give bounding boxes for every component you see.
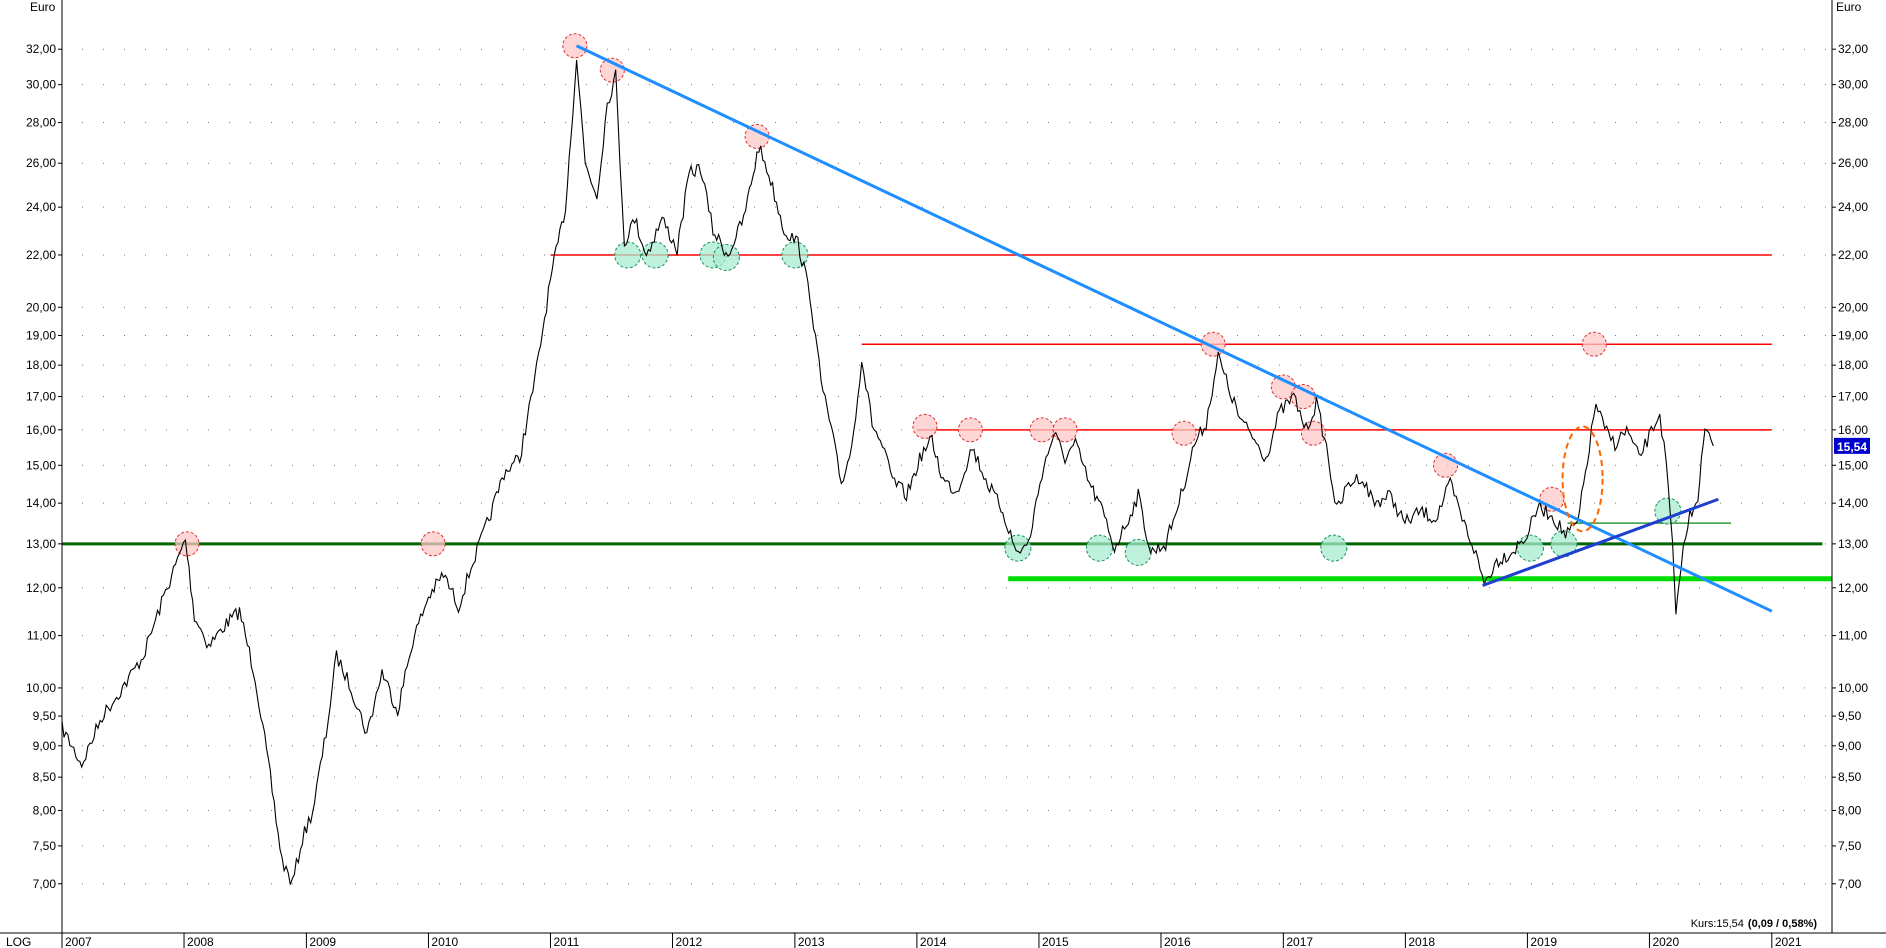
y-tick-label-right-11: 15,00 [1838,458,1868,472]
y-tick-label-left-11: 15,00 [26,458,56,472]
x-tick-label-1: 2008 [187,935,214,948]
y-tick-label-left-21: 7,50 [33,839,57,853]
x-tick-label-11: 2018 [1408,935,1435,948]
highlight-ellipse [1561,425,1604,533]
x-tick-label-14: 2021 [1775,935,1802,948]
trend-lines [575,44,1773,613]
footer-quote: Kurs:15,54 (0,09 / 0,58%) [1691,918,1818,930]
x-tick-label-5: 2012 [676,935,703,948]
y-tick-label-left-4: 24,00 [26,200,56,214]
support-marker-6 [1085,534,1113,562]
y-tick-label-left-16: 10,00 [26,681,56,695]
y-tick-label-left-14: 12,00 [26,581,56,595]
support-marker-5 [1004,534,1032,562]
last-price-tag: 15,54 [1834,437,1870,454]
support-marker-1 [641,241,669,269]
x-tick-label-2: 2009 [309,935,336,948]
y-unit-left: Euro [30,0,56,14]
y-tick-label-left-3: 26,00 [26,156,56,170]
y-tick-labels: 32,00 32,00 30,00 30,00 28,00 28,00 26,00 26,00… [26,42,1868,891]
x-tick-label-10: 2017 [1286,935,1313,948]
y-tick-label-right-17: 9,50 [1838,709,1862,723]
y-unit-right: Euro [1836,0,1862,14]
y-tick-label-right-6: 20,00 [1838,300,1868,314]
y-tick-label-right-2: 28,00 [1838,116,1868,130]
x-tick-label-4: 2011 [553,935,579,948]
support-marker-3 [712,243,740,271]
y-tick-label-right-19: 8,50 [1838,770,1862,784]
y-tick-label-left-1: 30,00 [26,78,56,92]
x-tick-labels: 2007 2008 2009 2010 2011 2012 2013 2014 2015 2016… [61,933,1802,948]
y-tick-label-left-8: 18,00 [26,358,56,372]
support-marker-11 [1654,497,1682,525]
resistance-marker-1 [420,531,446,557]
y-tick-label-right-13: 13,00 [1838,537,1868,551]
x-tick-label-9: 2016 [1164,935,1191,948]
price-line [61,60,1714,885]
y-tick-label-right-1: 30,00 [1838,78,1868,92]
resistance-marker-8 [1052,417,1078,443]
y-tick-label-left-13: 13,00 [26,537,56,551]
y-tick-label-right-18: 9,00 [1838,739,1862,753]
y-tick-label-left-18: 9,00 [33,739,57,753]
y-tick-label-right-22: 7,00 [1838,877,1862,891]
resistance-marker-16 [1581,331,1607,357]
y-tick-label-left-22: 7,00 [33,877,57,891]
y-tick-label-left-2: 28,00 [26,116,56,130]
price-series [61,60,1714,885]
y-tick-label-left-20: 8,00 [33,803,57,817]
y-tick-label-right-21: 7,50 [1838,839,1862,853]
highlight-ellipse-shape [1561,425,1604,533]
y-tick-label-right-20: 8,00 [1838,803,1862,817]
resistance-marker-6 [957,417,983,443]
x-tick-label-3: 2010 [431,935,458,948]
x-tick-label-7: 2014 [920,935,947,948]
x-tick-label-6: 2013 [798,935,825,948]
y-tick-label-left-17: 9,50 [33,709,57,723]
y-tick-label-right-12: 14,00 [1838,496,1868,510]
y-tick-label-right-16: 10,00 [1838,681,1868,695]
y-tick-label-right-8: 18,00 [1838,358,1868,372]
y-tick-label-right-3: 26,00 [1838,156,1868,170]
resistance-marker-7 [1029,417,1055,443]
x-tick-label-0: 2007 [65,935,92,948]
resistance-marker-9 [1171,420,1197,446]
support-marker-0 [614,241,642,269]
y-tick-label-right-10: 16,00 [1838,423,1868,437]
x-tick-label-12: 2019 [1530,935,1557,948]
resistance-marker-5 [912,413,938,439]
pivot-markers [174,33,1682,566]
y-tick-label-right-5: 22,00 [1838,248,1868,262]
resistance-marker-2 [562,33,588,59]
support-marker-8 [1320,534,1348,562]
y-tick-label-left-12: 14,00 [26,496,56,510]
y-tick-label-left-0: 32,00 [26,42,56,56]
support-marker-9 [1516,534,1544,562]
trend-line-1 [1482,497,1719,587]
trend-line-0 [575,44,1773,613]
y-tick-label-left-9: 17,00 [26,390,56,404]
y-tick-label-right-14: 12,00 [1838,581,1868,595]
y-tick-label-left-6: 20,00 [26,300,56,314]
y-tick-label-left-7: 19,00 [26,328,56,342]
y-tick-label-right-0: 32,00 [1838,42,1868,56]
y-tick-label-right-4: 24,00 [1838,200,1868,214]
y-tick-label-right-9: 17,00 [1838,390,1868,404]
y-tick-label-left-15: 11,00 [27,629,56,643]
x-tick-label-8: 2015 [1042,935,1069,948]
y-tick-label-left-19: 8,50 [33,770,57,784]
y-tick-label-left-10: 16,00 [26,423,56,437]
scale-mode-label: LOG [6,935,31,948]
footer-change: (0,09 / 0,58%) [1748,918,1817,930]
last-price-label: 15,54 [1837,440,1867,454]
y-tick-label-left-5: 22,00 [26,248,56,262]
x-tick-label-13: 2020 [1652,935,1679,948]
last-price-box [1834,437,1870,454]
y-tick-label-right-7: 19,00 [1838,328,1868,342]
y-tick-label-right-15: 11,00 [1838,629,1867,643]
footer-price: Kurs:15,54 [1691,918,1744,930]
